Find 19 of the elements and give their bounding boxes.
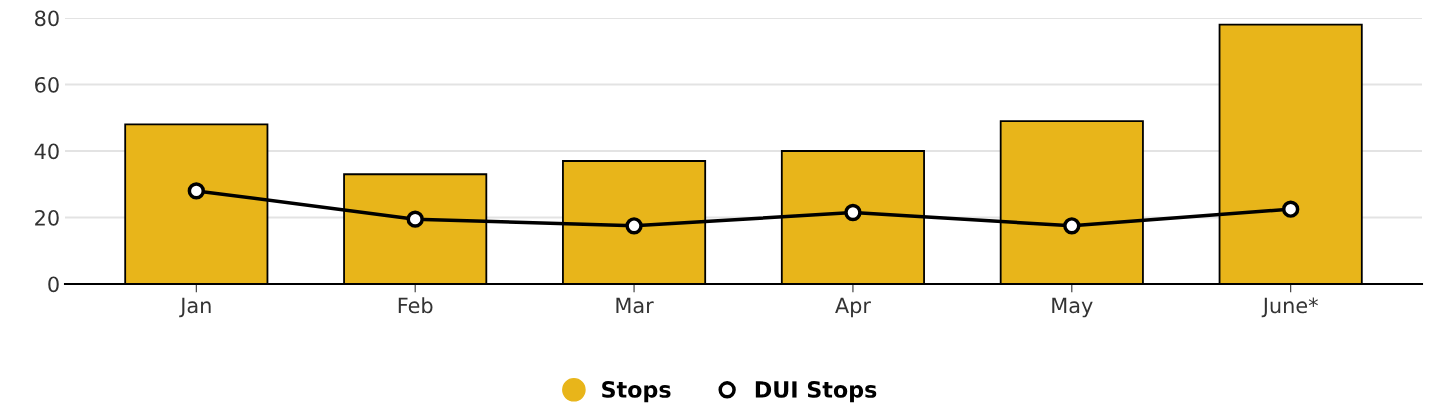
legend-label: DUI Stops (755, 381, 877, 403)
y-tick-label: 80 (35, 10, 59, 27)
y-tick-label: 60 (35, 76, 59, 93)
point (1281, 200, 1300, 218)
point (1063, 217, 1081, 235)
y-tick-label: 0 (48, 276, 59, 293)
point (625, 217, 643, 235)
x-tick-label: Feb (398, 297, 433, 314)
x-tick-label: Jan (179, 297, 211, 318)
point (844, 203, 862, 222)
x-tick-label: June* (1261, 297, 1318, 318)
y-tick-label: 20 (35, 209, 59, 226)
x-tick-label: Apr (835, 297, 871, 318)
x-tick-label: May (1052, 297, 1093, 318)
point (406, 210, 424, 228)
point (187, 182, 206, 200)
legend-label: Stops (602, 381, 671, 403)
y-tick-label: 40 (34, 143, 59, 160)
x-tick-label: Mar (616, 297, 654, 314)
